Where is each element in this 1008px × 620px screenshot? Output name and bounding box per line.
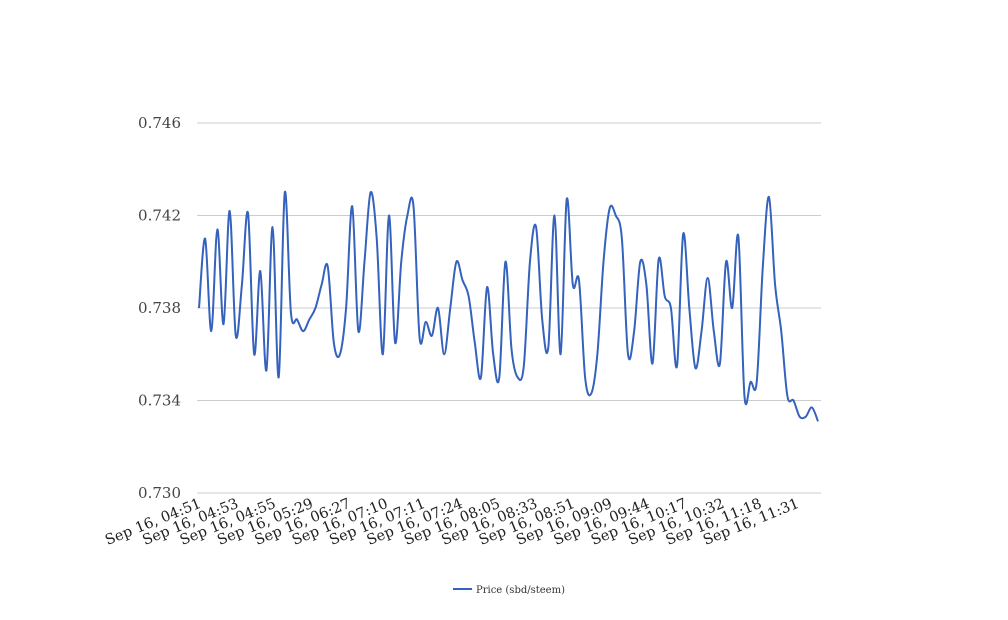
y-tick-label: 0.734 bbox=[138, 392, 181, 410]
series-line-price bbox=[198, 191, 819, 422]
y-axis-ticks: 0.746 0.742 0.738 0.734 0.730 bbox=[138, 114, 181, 502]
legend-label: Price (sbd/steem) bbox=[476, 585, 565, 596]
y-tick-label: 0.738 bbox=[138, 299, 181, 317]
y-tick-label: 0.730 bbox=[138, 484, 181, 502]
y-tick-label: 0.746 bbox=[138, 114, 181, 132]
legend[interactable]: Price (sbd/steem) bbox=[453, 585, 565, 596]
y-tick-label: 0.742 bbox=[138, 207, 181, 225]
series-layer bbox=[198, 191, 819, 422]
